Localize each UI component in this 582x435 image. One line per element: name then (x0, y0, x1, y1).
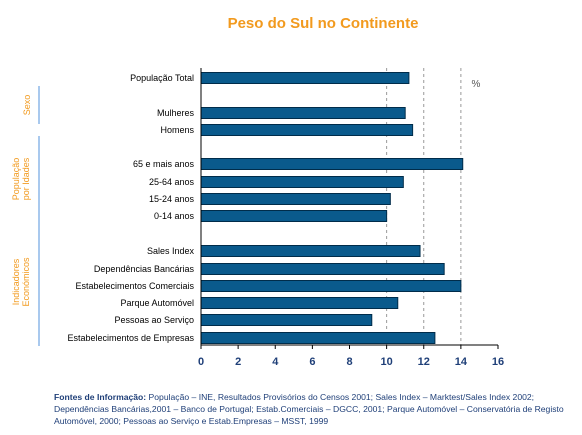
bar-5 (200, 193, 391, 205)
group-labels: Sexo Populaçãopor Idades IndicadoresEconóm… (11, 86, 40, 346)
source-text: População – INE, Resultados Provisórios … (54, 392, 564, 426)
x-tick-label-2: 2 (235, 356, 241, 368)
category-label-9: Estabelecimentos Comerciais (75, 281, 194, 291)
group-label-1: Populaçãopor Idades (11, 157, 31, 200)
bar-9 (200, 280, 462, 292)
bar-4 (200, 176, 404, 188)
category-label-7: Sales Index (147, 246, 195, 256)
category-label-12: Estabelecimentos de Empresas (67, 333, 194, 343)
x-tick-label-4: 4 (272, 356, 279, 368)
unit-label: % (472, 79, 481, 90)
x-tick-label-10: 10 (381, 356, 393, 368)
category-label-4: 25-64 anos (149, 177, 195, 187)
x-tick-label-16: 16 (492, 356, 504, 368)
x-tick-label-14: 14 (455, 356, 468, 368)
bar-10 (200, 297, 399, 309)
category-label-3: 65 e mais anos (133, 159, 195, 169)
bar-7 (200, 245, 421, 257)
category-label-0: População Total (130, 73, 194, 83)
category-label-10: Parque Automóvel (120, 298, 194, 308)
category-labels: População Total Mulheres Homens 65 e mais a… (67, 73, 194, 343)
x-tick-label-0: 0 (198, 356, 204, 368)
x-tick-label-8: 8 (346, 356, 352, 368)
source-label: Fontes de Informação: (54, 392, 147, 402)
bar-11 (200, 314, 373, 326)
x-axis: 0 2 4 6 8 10 12 14 16 (198, 68, 504, 368)
group-label-2: IndicadoresEconómicos (11, 257, 31, 307)
bar-1 (200, 107, 406, 119)
category-label-11: Pessoas ao Serviço (114, 315, 194, 325)
bar-3 (200, 158, 464, 170)
bar-6 (200, 210, 388, 222)
bar-8 (200, 263, 445, 275)
bar-0 (200, 72, 410, 84)
x-tick-label-12: 12 (418, 356, 430, 368)
group-label-0: Sexo (22, 95, 32, 116)
bar-2 (200, 124, 414, 136)
bar-12 (200, 332, 436, 344)
category-label-6: 0-14 anos (154, 211, 195, 221)
category-label-1: Mulheres (157, 108, 195, 118)
category-label-2: Homens (160, 125, 194, 135)
x-tick-label-6: 6 (309, 356, 315, 368)
chart-title: Peso do Sul no Continente (228, 15, 419, 32)
category-label-8: Dependências Bancárias (94, 264, 195, 274)
source-note: Fontes de Informação: População – INE, R… (54, 391, 574, 427)
category-label-5: 15-24 anos (149, 194, 195, 204)
